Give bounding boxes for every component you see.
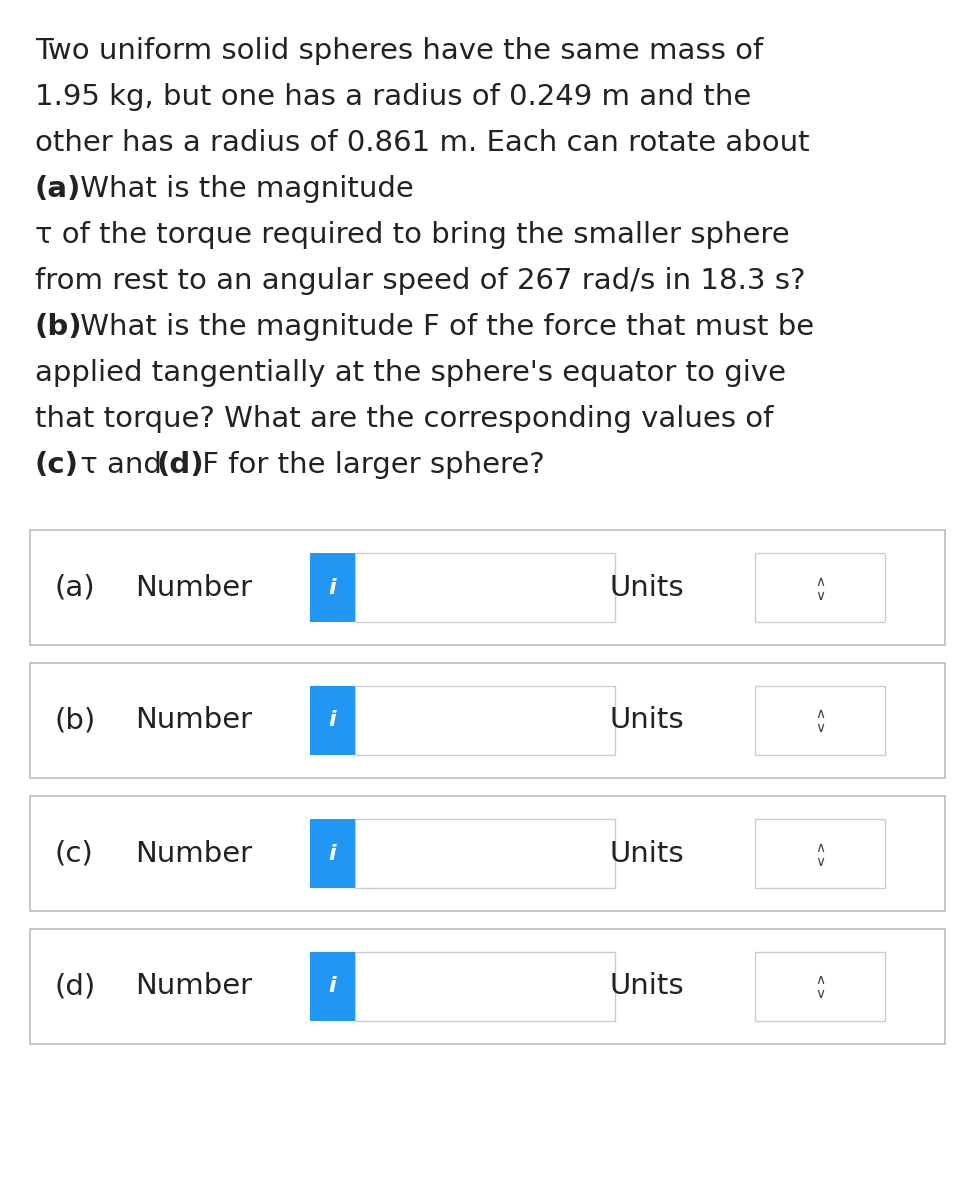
Text: ∨: ∨ [815, 588, 825, 602]
Text: (a): (a) [55, 574, 96, 601]
Bar [310, 553, 355, 622]
Bar [355, 686, 615, 755]
Text: i: i [328, 844, 336, 864]
Bar [755, 818, 885, 888]
Text: that torque? What are the corresponding values of: that torque? What are the corresponding … [35, 404, 773, 433]
Bar [30, 929, 945, 1044]
Text: applied tangentially at the sphere's equator to give: applied tangentially at the sphere's equ… [35, 359, 786, 386]
Text: Number: Number [135, 840, 252, 868]
Text: Units: Units [610, 574, 685, 601]
Bar [310, 686, 355, 755]
Text: (d): (d) [157, 451, 204, 479]
Bar [355, 553, 615, 622]
Text: (d): (d) [55, 972, 96, 1001]
Text: Units: Units [610, 840, 685, 868]
Text: from rest to an angular speed of 267 rad/s in 18.3 s?: from rest to an angular speed of 267 rad… [35, 266, 805, 295]
Text: Number: Number [135, 707, 252, 734]
Bar [755, 686, 885, 755]
Text: F for the larger sphere?: F for the larger sphere? [193, 451, 545, 479]
Text: (b): (b) [55, 707, 96, 734]
Text: (a): (a) [35, 175, 81, 203]
Text: ∨: ∨ [815, 854, 825, 869]
Bar [310, 952, 355, 1021]
Text: (b): (b) [35, 313, 82, 341]
Text: i: i [328, 710, 336, 731]
Bar [755, 952, 885, 1021]
Text: ∧: ∧ [815, 575, 825, 588]
Text: i: i [328, 577, 336, 598]
Text: What is the magnitude F of the force that must be: What is the magnitude F of the force tha… [71, 313, 814, 341]
Text: 1.95 kg, but one has a radius of 0.249 m and the: 1.95 kg, but one has a radius of 0.249 m… [35, 83, 751, 110]
Bar [310, 818, 355, 888]
Text: Number: Number [135, 574, 252, 601]
Text: What is the magnitude: What is the magnitude [71, 175, 414, 203]
Text: ∨: ∨ [815, 721, 825, 736]
Text: ∧: ∧ [815, 708, 825, 721]
Bar [30, 796, 945, 911]
Text: (c): (c) [35, 451, 79, 479]
Text: Units: Units [610, 707, 685, 734]
Bar [355, 952, 615, 1021]
Text: τ and: τ and [71, 451, 172, 479]
Text: Units: Units [610, 972, 685, 1001]
Bar [30, 662, 945, 778]
Text: i: i [328, 977, 336, 996]
Text: other has a radius of 0.861 m. Each can rotate about: other has a radius of 0.861 m. Each can … [35, 128, 810, 157]
Text: Number: Number [135, 972, 252, 1001]
Bar [30, 530, 945, 646]
Text: τ of the torque required to bring the smaller sphere: τ of the torque required to bring the sm… [35, 221, 790, 248]
Text: ∧: ∧ [815, 973, 825, 988]
Text: ∧: ∧ [815, 840, 825, 854]
Bar [755, 553, 885, 622]
Text: (c): (c) [55, 840, 94, 868]
Text: Two uniform solid spheres have the same mass of: Two uniform solid spheres have the same … [35, 37, 764, 65]
Bar [355, 818, 615, 888]
Text: ∨: ∨ [815, 988, 825, 1002]
